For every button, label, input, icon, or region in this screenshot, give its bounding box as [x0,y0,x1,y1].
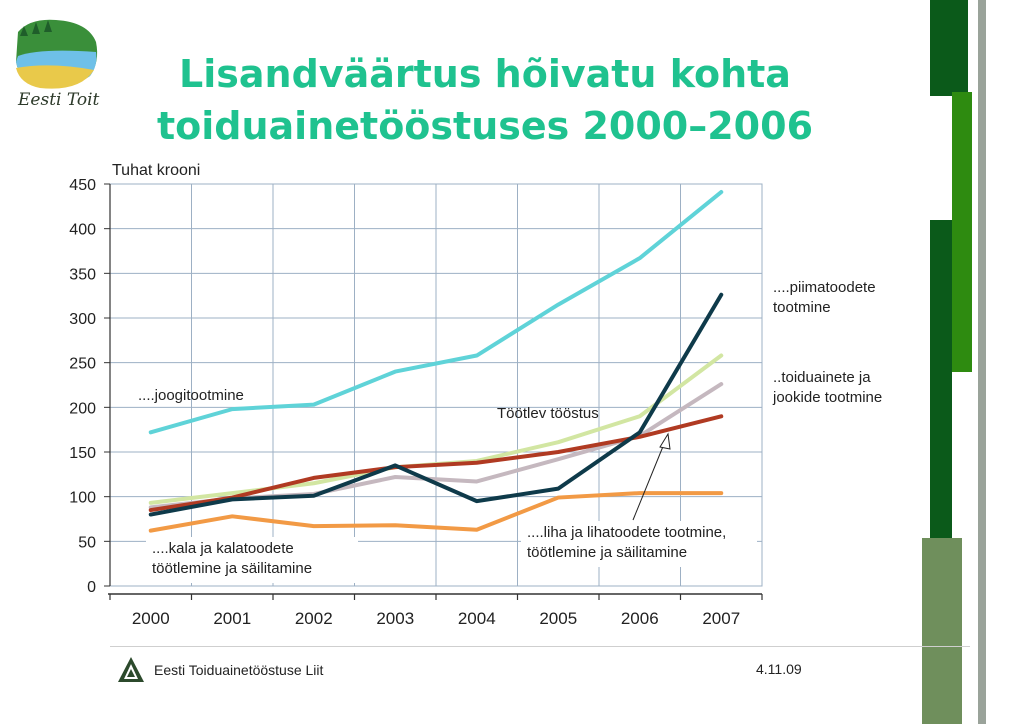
annotation-text-1: jookide tootmine [772,389,882,406]
annotation-text-5: ....kala ja kalatoodete [152,540,294,557]
footer-date: 4.11.09 [756,661,802,677]
deco-bar-sage [922,538,962,724]
axes: 0 50 100 150 200 250 300 350 400 450 2000 2001 2002 2… [69,177,763,628]
y-tick-label: 100 [69,490,96,507]
line-chart: Tuhat krooni 0 50 100 150 200 250 300 350 400 450… [69,162,882,628]
logo-text: Eesti Toit [18,90,100,110]
x-tick-label: 2006 [621,609,659,628]
x-tick-label: 2001 [213,609,251,628]
deco-bar-dark-top [930,0,968,96]
deco-bar-mid-green [952,92,972,372]
slide-title-line2: toiduainetööstuses 2000–2006 [156,104,814,148]
etl-logo-icon [118,657,144,682]
x-tick-label: 2002 [295,609,333,628]
series-group [148,190,724,533]
y-tick-label: 300 [69,311,96,328]
y-axis-label: Tuhat krooni [112,162,200,179]
y-tick-label: 400 [69,222,96,239]
annotation-arrow-line [632,443,665,521]
annotations: ....piimatoodete tootmine ..toiduainete ja… [138,279,882,583]
eesti-toit-logo [16,19,98,89]
annotation-text-5: töötlemine ja säilitamine [152,560,312,577]
y-tick-label: 200 [69,400,96,417]
annotation-background [146,537,358,583]
footer-org-name: Eesti Toiduainetööstuse Liit [154,662,324,678]
series-line-5 [148,491,724,533]
annotation-text-3: Töötlev tööstus [497,405,599,422]
y-tick-label: 50 [78,534,96,551]
annotation-text-4: ....liha ja lihatoodete tootmine, [527,524,726,541]
annotation-text-1: ..toiduainete ja [773,369,871,386]
footer-divider [110,646,970,647]
y-tick-label: 450 [69,177,96,194]
y-tick-label: 0 [87,579,96,596]
y-tick-label: 150 [69,445,96,462]
annotation-arrow-head [659,432,671,450]
annotation-text-2: ....joogitootmine [138,387,244,404]
y-tick-label: 350 [69,266,96,283]
annotation-text-4: töötlemine ja säilitamine [527,544,687,561]
slide-title-line1: Lisandväärtus hõivatu kohta [179,52,791,96]
deco-bar-dark-middle [930,220,952,588]
annotation-background [521,521,757,567]
annotation-text-0: ....piimatoodete [773,279,876,296]
deco-bar-gray [978,0,986,724]
series-line-1 [148,292,724,517]
x-tick-label: 2007 [702,609,740,628]
y-tick-label: 250 [69,356,96,373]
x-tick-label: 2003 [376,609,414,628]
x-tick-label: 2004 [458,609,496,628]
x-tick-label: 2005 [539,609,577,628]
x-tick-label: 2000 [132,609,170,628]
annotation-text-0: tootmine [773,299,831,316]
slide-title: Lisandväärtus hõivatu kohta toiduainetöö… [80,48,890,152]
series-line-0 [148,190,724,435]
